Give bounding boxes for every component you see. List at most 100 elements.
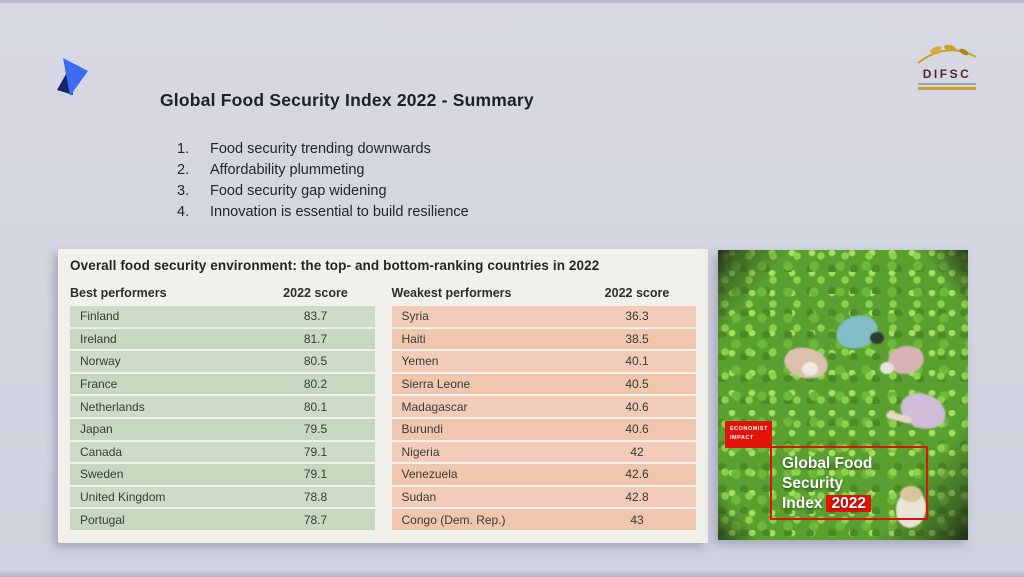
table-row: Nigeria 42 — [391, 441, 696, 463]
difsc-leaf-icon — [917, 44, 977, 64]
score-cell: 40.1 — [625, 354, 649, 369]
cover-title-line: Global Food — [782, 455, 873, 472]
country-cell: Sudan — [401, 490, 437, 505]
weakest-performers-rows: Syria 36.3 Haiti 38.5 Yemen 40.1 Sierra Leone 4… — [391, 306, 696, 530]
difsc-logo-subtext-line — [918, 83, 976, 85]
score-cell: 42.6 — [625, 467, 649, 482]
score-cell: 83.7 — [303, 309, 328, 324]
table-row: Congo (Dem. Rep.) 43 — [391, 509, 696, 530]
score-cell: 42.8 — [625, 490, 649, 505]
page-title: Global Food Security Index 2022 - Summar… — [160, 90, 534, 110]
score-cell: 80.5 — [303, 354, 328, 369]
country-cell: Sierra Leone — [401, 377, 471, 392]
country-cell: Portugal — [80, 512, 125, 527]
farm-worker-figure — [900, 486, 922, 502]
table-title: Overall food security environment: the t… — [70, 258, 600, 273]
country-cell: Canada — [80, 444, 123, 459]
table-row: France 80.2 — [70, 373, 375, 395]
list-item: 1. Food security trending downwards — [177, 139, 469, 160]
country-cell: Yemen — [401, 354, 439, 369]
difsc-logo: DIFSC — [902, 44, 992, 103]
table-row: Burundi 40.6 — [391, 418, 696, 440]
list-item: 2. Affordability plummeting — [177, 160, 469, 181]
country-cell: Venezuela — [401, 467, 458, 482]
table-row: Sierra Leone 40.5 — [391, 373, 696, 395]
country-cell: France — [80, 377, 118, 392]
badge-line: ECONOMIST — [730, 426, 768, 432]
list-item: 4. Innovation is essential to build resi… — [177, 201, 469, 222]
score-cell: 43 — [630, 512, 644, 527]
list-item: 3. Food security gap widening — [177, 181, 469, 202]
country-cell: Madagascar — [401, 399, 468, 414]
score-cell: 36.3 — [625, 309, 649, 324]
cover-title-box: Global Food Security Index 2022 — [770, 446, 928, 520]
score-cell: 79.1 — [303, 467, 328, 482]
table-row: Finland 83.7 — [70, 306, 375, 327]
weakest-performers-header: Weakest performers 2022 score — [392, 286, 697, 301]
tables-container: Best performers 2022 score Finland 83.7 Ir… — [70, 286, 696, 532]
table-row: Sweden 79.1 — [70, 464, 375, 485]
country-cell: Ireland — [80, 331, 117, 346]
column-header-score: 2022 score — [283, 286, 348, 300]
list-item-number: 3. — [177, 182, 190, 199]
country-cell: Nigeria — [401, 444, 440, 459]
score-cell: 40.6 — [625, 399, 649, 414]
table-row: Sudan 42.8 — [391, 486, 696, 508]
country-cell: Finland — [80, 309, 120, 324]
list-item-text: Innovation is essential to build resilie… — [210, 203, 469, 220]
difsc-logo-gold-bar — [918, 87, 976, 90]
column-header-country: Best performers — [70, 286, 167, 300]
list-item-text: Food security gap widening — [210, 182, 387, 199]
arrow-logo-icon — [57, 58, 88, 96]
presenter-arrow-logo — [54, 56, 92, 100]
score-cell: 80.1 — [303, 399, 328, 414]
farm-worker-figure — [802, 362, 818, 376]
country-cell: Japan — [80, 422, 113, 437]
summary-list: 1. Food security trending downwards 2. A… — [177, 139, 469, 222]
top-edge-divider — [0, 0, 1024, 3]
table-row: Netherlands 80.1 — [70, 396, 375, 417]
country-cell: Norway — [80, 354, 121, 369]
country-cell: Syria — [401, 309, 429, 324]
table-row: Portugal 78.7 — [70, 509, 375, 530]
table-row: Haiti 38.5 — [391, 328, 696, 350]
list-item-number: 4. — [177, 203, 190, 220]
score-cell: 80.2 — [303, 377, 328, 392]
bottom-edge-shadow — [0, 570, 1024, 577]
table-row: Madagascar 40.6 — [391, 396, 696, 417]
country-cell: United Kingdom — [80, 490, 166, 505]
country-cell: Sweden — [80, 467, 124, 482]
best-performers-rows: Finland 83.7 Ireland 81.7 Norway 80.5 France 80… — [70, 306, 375, 530]
score-cell: 42 — [630, 444, 644, 459]
cover-title-index-word: Index — [782, 494, 823, 512]
list-item-number: 1. — [177, 141, 190, 158]
weakest-performers-table: Weakest performers 2022 score Syria 36.3 H… — [391, 286, 697, 532]
score-cell: 78.8 — [303, 490, 328, 505]
table-row: Yemen 40.1 — [391, 351, 696, 372]
list-item-number: 2. — [177, 162, 190, 179]
farm-worker-figure — [870, 332, 884, 344]
list-item-text: Food security trending downwards — [210, 141, 431, 158]
table-row: Venezuela 42.6 — [391, 464, 696, 485]
country-cell: Congo (Dem. Rep.) — [401, 512, 506, 527]
score-cell: 38.5 — [625, 331, 649, 346]
table-row: Norway 80.5 — [70, 351, 375, 372]
score-cell: 81.7 — [303, 331, 328, 346]
farm-worker-figure — [880, 362, 894, 374]
ranking-table-card: Overall food security environment: the t… — [58, 249, 708, 543]
best-performers-table: Best performers 2022 score Finland 83.7 Ir… — [70, 286, 375, 532]
difsc-logo-label: DIFSC — [922, 67, 972, 81]
score-cell: 79.1 — [303, 444, 328, 459]
cover-title-line: Index 2022 — [782, 494, 926, 514]
table-row: Canada 79.1 — [70, 441, 375, 463]
table-row: Syria 36.3 — [391, 306, 696, 327]
country-cell: Burundi — [401, 422, 443, 437]
table-row: United Kingdom 78.8 — [70, 486, 375, 508]
table-row: Japan 79.5 — [70, 418, 375, 440]
report-cover-image: ECONOMIST IMPACT Global Food Security In… — [718, 250, 968, 540]
economist-impact-badge: ECONOMIST IMPACT — [725, 421, 772, 448]
score-cell: 79.5 — [303, 422, 328, 437]
country-cell: Haiti — [401, 331, 426, 346]
score-cell: 40.5 — [625, 377, 649, 392]
